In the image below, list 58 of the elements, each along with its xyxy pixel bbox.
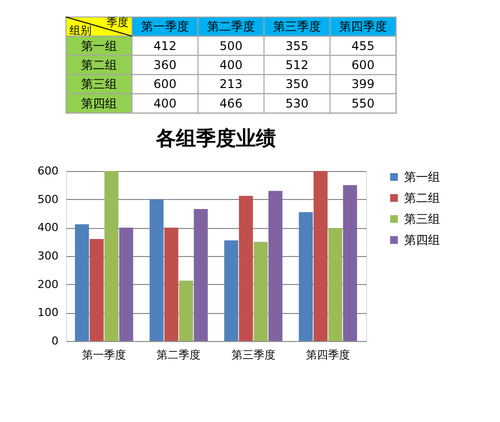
data-label: 600 <box>154 77 176 92</box>
data-label: 512 <box>286 58 308 72</box>
bar <box>238 196 253 341</box>
bar <box>343 185 358 341</box>
data-label: 355 <box>286 38 308 53</box>
data-label: 466 <box>220 96 242 110</box>
y-tick-label: 第二组 <box>81 58 117 72</box>
data-label: 455 <box>352 38 374 53</box>
data-label: 400 <box>220 58 242 72</box>
bar <box>268 190 282 341</box>
x-tick-label: 第三季度 <box>273 20 321 34</box>
text: 季度 <box>106 16 129 29</box>
data-label: 500 <box>220 38 242 53</box>
data-label: 600 <box>352 58 374 72</box>
data-label: 399 <box>352 77 374 92</box>
legend-label: 第一组 <box>404 170 440 184</box>
data-label: 530 <box>286 96 308 110</box>
x-tick-label: 第二季度 <box>207 20 255 34</box>
data-label: 400 <box>154 96 176 110</box>
text: 组别 <box>69 24 92 38</box>
y-tick-label: 400 <box>38 221 58 234</box>
bar <box>104 171 118 341</box>
y-tick-label: 100 <box>38 306 58 320</box>
data-label: 350 <box>286 77 308 92</box>
data-label: 412 <box>154 38 176 53</box>
data-label: 213 <box>220 77 242 92</box>
y-tick-label: 第四组 <box>81 96 117 110</box>
x-tick-label: 第二季度 <box>156 348 201 362</box>
bar <box>224 240 238 341</box>
legend-label: 第四组 <box>404 233 440 247</box>
y-tick-label: 第一组 <box>81 38 117 53</box>
x-tick-label: 第四季度 <box>339 20 387 34</box>
bar <box>74 224 89 341</box>
x-tick-label: 第一季度 <box>82 348 126 362</box>
bar <box>298 212 313 341</box>
y-tick-label: 第三组 <box>81 77 117 92</box>
bar <box>164 228 178 341</box>
legend-label: 第三组 <box>404 212 440 226</box>
bar <box>194 208 208 341</box>
x-tick-label: 第一季度 <box>141 20 189 34</box>
y-tick-label: 200 <box>38 278 58 291</box>
bar <box>119 228 134 341</box>
y-tick-label: 300 <box>38 250 58 262</box>
y-tick-label: 600 <box>38 164 58 178</box>
x-tick-label: 第三季度 <box>231 348 276 362</box>
bar <box>90 239 104 341</box>
data-label: 550 <box>352 96 374 110</box>
x-tick-label: 第四季度 <box>306 348 350 362</box>
bar <box>328 228 342 341</box>
data-label: 360 <box>154 58 176 72</box>
y-tick-label: 0 <box>52 334 58 348</box>
bar <box>179 280 194 341</box>
y-tick-label: 500 <box>38 192 58 206</box>
bar <box>150 199 164 341</box>
bar <box>314 171 328 341</box>
chart-title: 各组季度业绩 <box>155 126 276 150</box>
legend-label: 第二组 <box>404 191 440 205</box>
bar <box>254 242 268 341</box>
